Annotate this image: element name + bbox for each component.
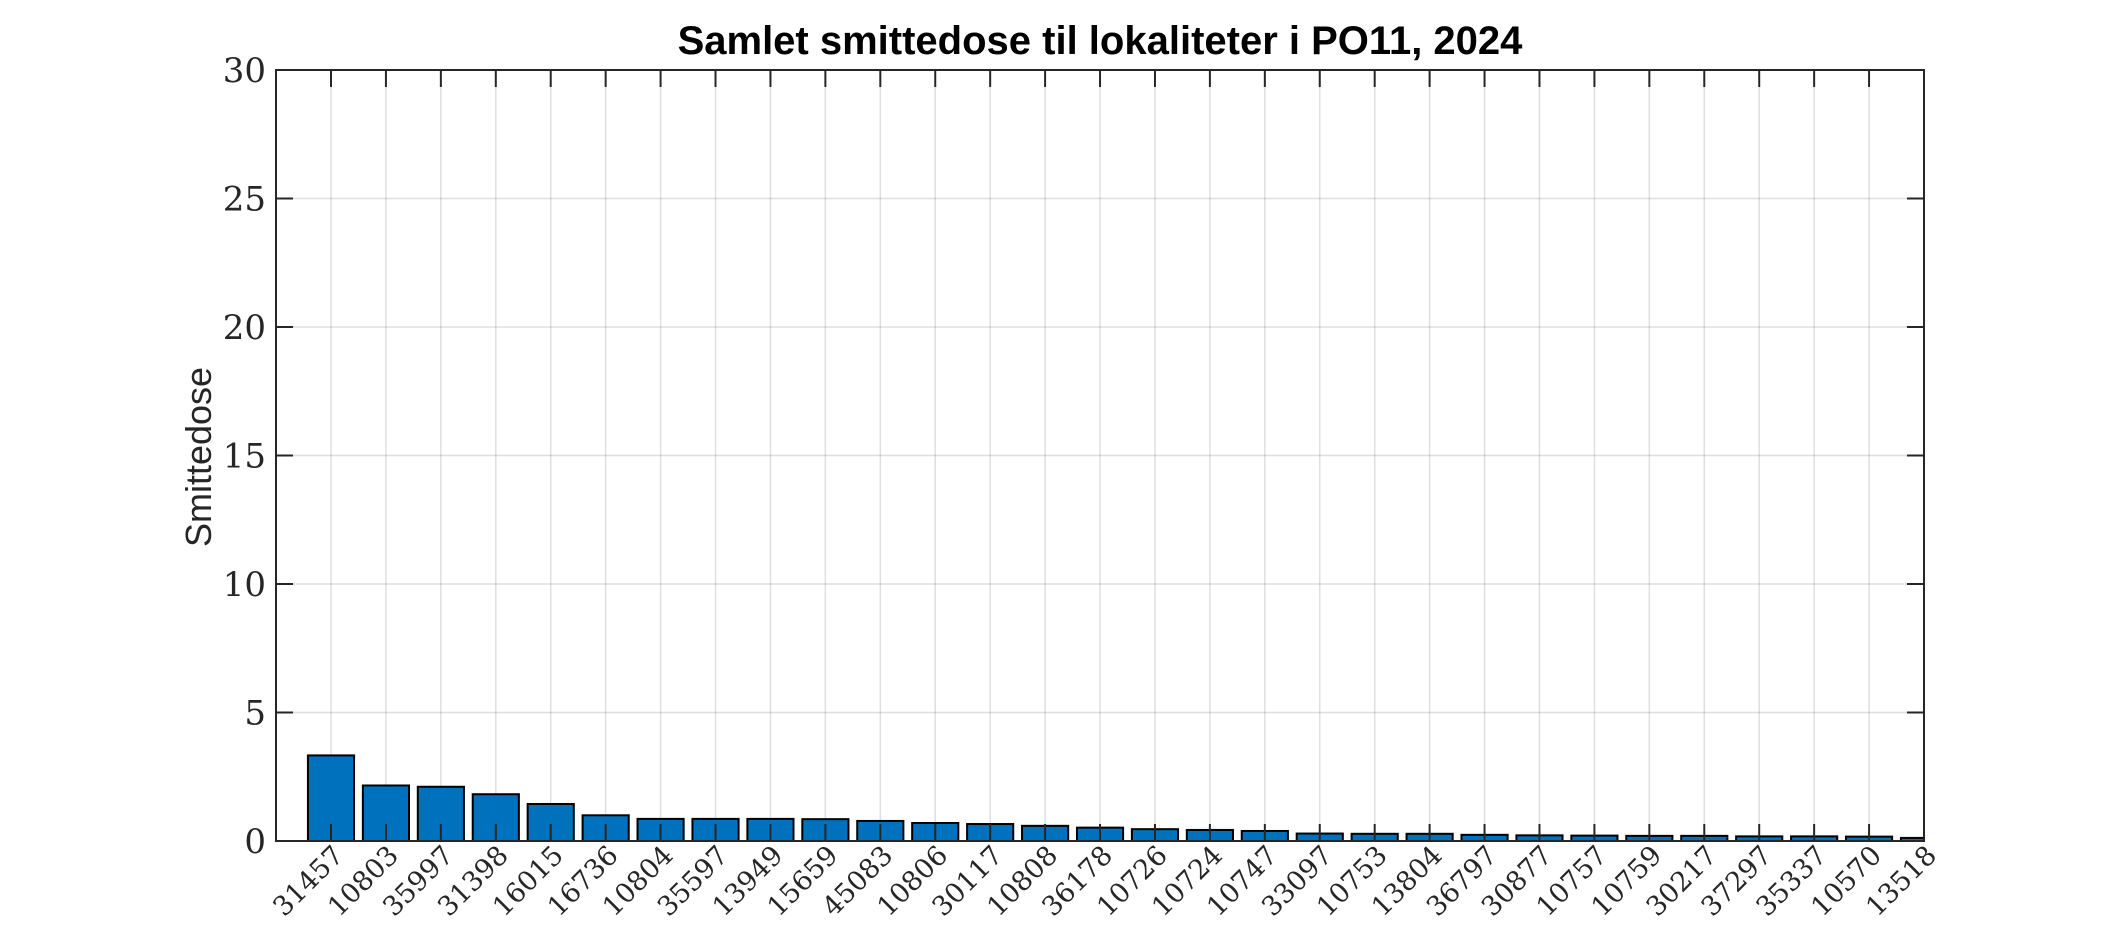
bar-16015 — [526, 802, 575, 841]
axes-box — [275, 69, 1925, 842]
y-tick-label: 20 — [223, 308, 266, 348]
y-tick-label: 25 — [223, 180, 266, 220]
y-tick-label: 30 — [223, 51, 266, 91]
y-tick-label: 5 — [244, 694, 266, 734]
y-tick-label: 10 — [223, 565, 266, 605]
y-tick-label: 0 — [244, 822, 266, 862]
chart-title: Samlet smittedose til lokaliteter i PO11… — [678, 19, 1524, 63]
axis-ticks — [276, 69, 1925, 842]
y-tick-labels: 0 5 10 15 20 25 30 — [223, 51, 266, 862]
y-axis-label: Smittedose — [178, 367, 219, 547]
y-tick-label: 15 — [223, 437, 266, 477]
grid — [276, 70, 1924, 841]
